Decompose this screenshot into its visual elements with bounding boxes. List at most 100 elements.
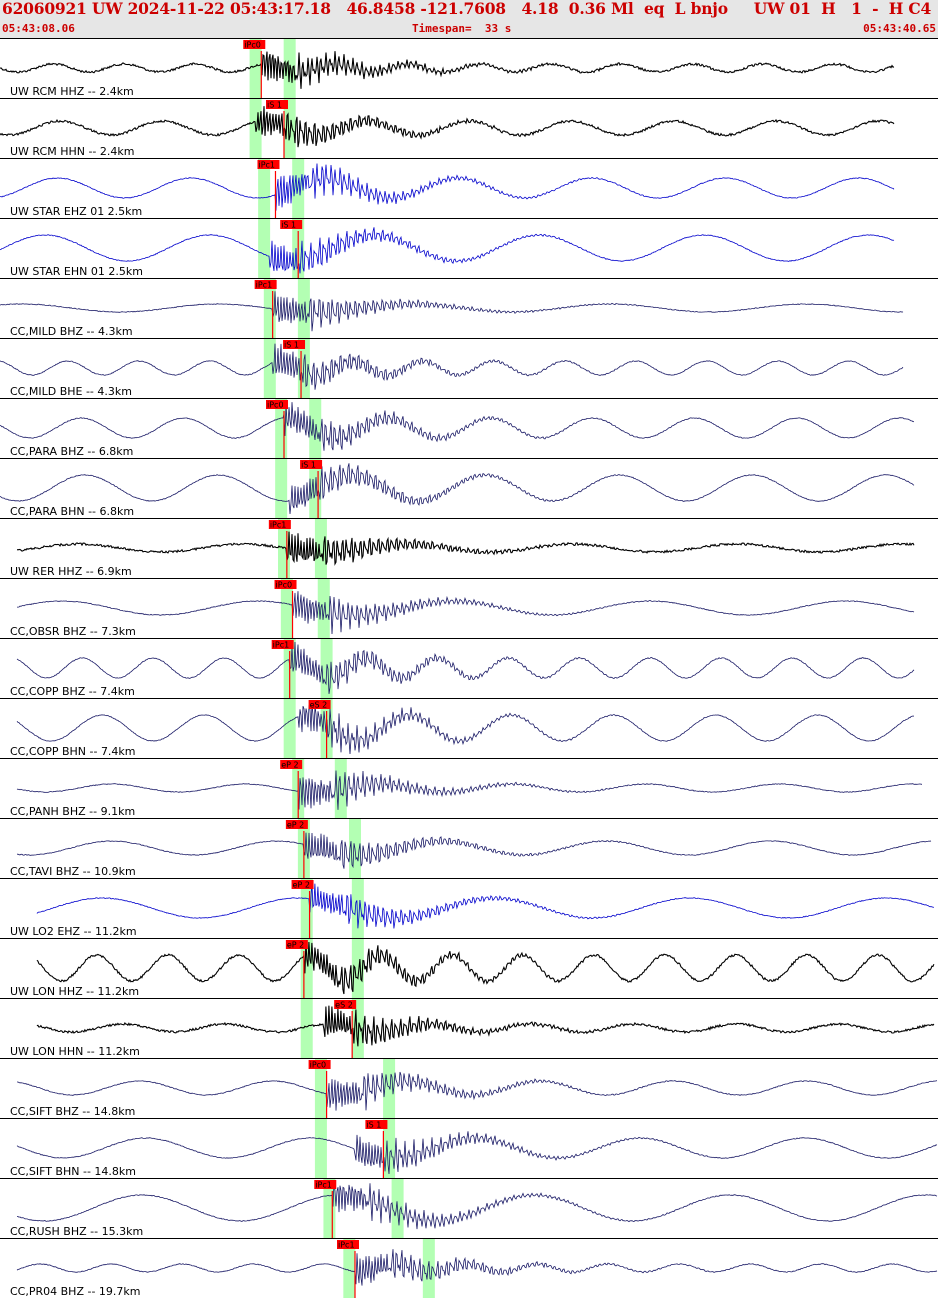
channel-label: CC,PANH BHZ -- 9.1km xyxy=(10,805,135,818)
channel-label: CC,TAVI BHZ -- 10.9km xyxy=(10,865,136,878)
p-pick-tag[interactable] xyxy=(274,580,297,589)
trace-panel[interactable]: iPc0 CC,PARA BHZ -- 6.8km xyxy=(0,399,938,459)
analysis-window xyxy=(300,999,313,1059)
channel-label: CC,MILD BHZ -- 4.3km xyxy=(10,325,133,338)
trace-panel[interactable]: eP 2 CC,PANH BHZ -- 9.1km xyxy=(0,759,938,819)
s-pick-label: iS 1 xyxy=(267,101,282,110)
p-pick-label: iPc0 xyxy=(276,581,293,590)
trace-panel[interactable]: iPc1 CC,RUSH BHZ -- 15.3km xyxy=(0,1179,938,1239)
trace-panel[interactable]: eS 2 UW LON HHN -- 11.2km xyxy=(0,999,938,1059)
waveform xyxy=(16,1249,938,1286)
s-pick-tag[interactable] xyxy=(365,1120,388,1129)
trace-panel[interactable]: iPc1 CC,MILD BHZ -- 4.3km xyxy=(0,279,938,339)
analysis-window xyxy=(292,159,305,219)
s-pick-tag[interactable] xyxy=(283,340,306,349)
waveform xyxy=(36,881,934,929)
waveform xyxy=(0,227,895,274)
waveform xyxy=(17,591,915,635)
p-pick-tag[interactable] xyxy=(314,1180,337,1189)
channel-label: CC,RUSH BHZ -- 15.3km xyxy=(10,1225,143,1238)
s-pick-tag[interactable] xyxy=(300,460,323,469)
trace-panel[interactable]: iS 1 CC,SIFT BHN -- 14.8km xyxy=(0,1119,938,1179)
trace-panel[interactable]: iPc1 UW RER HHZ -- 6.9km xyxy=(0,519,938,579)
trace-panel[interactable]: iPc0 CC,OBSR BHZ -- 7.3km xyxy=(0,579,938,639)
trace-panel[interactable]: iPc1 UW STAR EHZ 01 2.5km xyxy=(0,159,938,219)
waveform xyxy=(0,343,904,390)
trace-panel[interactable]: iPc1 CC,PR04 BHZ -- 19.7km xyxy=(0,1239,938,1298)
analysis-window xyxy=(343,1239,356,1298)
s-pick-label: eS 2 xyxy=(335,1001,353,1010)
trace-panel[interactable]: iS 1 CC,MILD BHE -- 4.3km xyxy=(0,339,938,399)
channel-label: CC,PR04 BHZ -- 19.7km xyxy=(10,1285,141,1298)
trace-panel[interactable]: iS 1 CC,PARA BHN -- 6.8km xyxy=(0,459,938,519)
trace-panel[interactable]: iPc0 CC,SIFT BHZ -- 14.8km xyxy=(0,1059,938,1119)
trace-panel[interactable]: iPc1 CC,COPP BHZ -- 7.4km xyxy=(0,639,938,699)
p-pick-label: iPc1 xyxy=(270,521,287,530)
s-pick-tag[interactable] xyxy=(280,220,303,229)
channel-label: CC,PARA BHZ -- 6.8km xyxy=(10,445,133,458)
trace-panels[interactable]: iPc0 UW RCM HHZ -- 2.4km iS 1 UW RCM HHN --… xyxy=(0,39,938,1298)
p-pick-tag[interactable] xyxy=(285,820,308,829)
s-pick-label: iS 1 xyxy=(301,461,316,470)
channel-label: CC,COPP BHZ -- 7.4km xyxy=(10,685,135,698)
p-pick-label: eP 2 xyxy=(293,881,310,890)
s-pick-label: eS 2 xyxy=(310,701,328,710)
waveform xyxy=(16,641,915,694)
event-summary: 62060921 UW 2024-11-22 05:43:17.18 46.84… xyxy=(2,0,938,18)
p-pick-label: eP 2 xyxy=(287,821,304,830)
start-time: 05:43:08.06 xyxy=(2,22,75,35)
trace-panel[interactable]: iPc0 UW RCM HHZ -- 2.4km xyxy=(0,39,938,99)
waveform xyxy=(36,941,935,995)
analysis-window xyxy=(314,1119,327,1179)
analysis-window xyxy=(283,699,296,759)
waveform xyxy=(0,402,915,451)
analysis-window xyxy=(383,1119,396,1179)
p-pick-tag[interactable] xyxy=(268,520,291,529)
p-pick-tag[interactable] xyxy=(266,400,288,409)
channel-label: CC,MILD BHE -- 4.3km xyxy=(10,385,132,398)
channel-label: CC,SIFT BHN -- 14.8km xyxy=(10,1165,136,1178)
trace-canvas[interactable]: iPc0 UW RCM HHZ -- 2.4km iS 1 UW RCM HHN --… xyxy=(0,39,938,1298)
analysis-window xyxy=(283,99,296,159)
s-pick-label: iS 1 xyxy=(281,221,296,230)
trace-panel[interactable]: iS 1 UW RCM HHN -- 2.4km xyxy=(0,99,938,159)
p-pick-tag[interactable] xyxy=(243,40,266,49)
channel-label: UW LON HHN -- 11.2km xyxy=(10,1045,140,1058)
trace-panel[interactable]: eP 2 UW LON HHZ -- 11.2km xyxy=(0,939,938,999)
waveform xyxy=(16,1182,938,1230)
analysis-window xyxy=(280,579,293,639)
p-pick-tag[interactable] xyxy=(254,280,277,289)
p-pick-tag[interactable] xyxy=(337,1240,359,1249)
waveform xyxy=(16,832,932,869)
s-pick-tag[interactable] xyxy=(266,100,288,109)
waveform xyxy=(0,51,895,89)
trace-panel[interactable]: eS 2 CC,COPP BHN -- 7.4km xyxy=(0,699,938,759)
waveform xyxy=(36,1005,935,1047)
p-pick-tag[interactable] xyxy=(308,1060,331,1069)
trace-panel[interactable]: eP 2 UW LO2 EHZ -- 11.2km xyxy=(0,879,938,939)
p-pick-tag[interactable] xyxy=(257,160,280,169)
analysis-window xyxy=(314,1059,327,1119)
p-pick-tag[interactable] xyxy=(271,640,294,649)
analysis-window xyxy=(249,39,262,99)
analysis-window xyxy=(275,459,288,519)
p-pick-label: iPc1 xyxy=(338,1241,355,1250)
analysis-window xyxy=(351,999,364,1059)
p-pick-label: iPc1 xyxy=(315,1181,332,1190)
trace-panel[interactable]: eP 2 CC,TAVI BHZ -- 10.9km xyxy=(0,819,938,879)
p-pick-tag[interactable] xyxy=(291,880,314,889)
s-pick-tag[interactable] xyxy=(334,1000,357,1009)
waveform xyxy=(16,531,915,566)
p-pick-label: iPc1 xyxy=(256,281,273,290)
analysis-window xyxy=(383,1059,396,1119)
p-pick-tag[interactable] xyxy=(285,940,308,949)
channel-label: UW LO2 EHZ -- 11.2km xyxy=(10,925,137,938)
s-pick-label: iS 1 xyxy=(366,1121,381,1130)
s-pick-tag[interactable] xyxy=(308,700,331,709)
channel-label: UW RER HHZ -- 6.9km xyxy=(10,565,132,578)
analysis-window xyxy=(351,879,364,939)
trace-panel[interactable]: iS 1 UW STAR EHN 01 2.5km xyxy=(0,219,938,279)
p-pick-tag[interactable] xyxy=(280,760,303,769)
waveform xyxy=(0,291,904,332)
p-pick-label: iPc0 xyxy=(310,1061,327,1070)
